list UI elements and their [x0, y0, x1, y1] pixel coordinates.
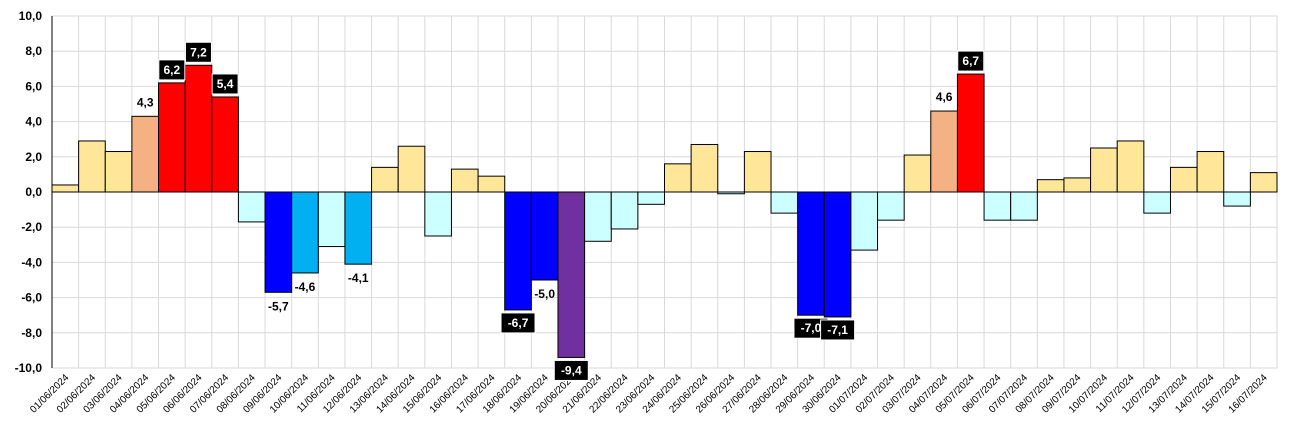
- bar: [104, 151, 133, 193]
- data-label: -9,4: [561, 363, 582, 377]
- bar: [78, 140, 106, 193]
- bar: [51, 184, 80, 193]
- data-label: 7,2: [190, 45, 207, 59]
- bars: [51, 64, 1278, 358]
- data-label-box: [211, 73, 239, 95]
- bar: [584, 191, 612, 242]
- bar: [1116, 140, 1145, 193]
- y-tick-label: 8,0: [25, 44, 42, 58]
- bar: [930, 110, 958, 193]
- y-tick-label: -6,0: [21, 291, 42, 305]
- data-label-box: [820, 319, 856, 341]
- data-label-box: [158, 59, 186, 81]
- bar: [850, 191, 879, 251]
- bar: [637, 191, 666, 205]
- bar: [1196, 151, 1225, 193]
- bar: [1010, 191, 1038, 221]
- bar: [1036, 179, 1065, 193]
- y-tick-label: 10,0: [19, 9, 43, 23]
- bar: [1223, 191, 1251, 207]
- bar: [397, 145, 426, 193]
- bar: [371, 166, 399, 193]
- bar: [530, 191, 559, 281]
- bar: [956, 73, 985, 193]
- y-tick-label: 6,0: [25, 79, 42, 93]
- y-tick-label: 2,0: [25, 150, 42, 164]
- data-label: 4,6: [936, 90, 953, 104]
- data-label-box: [500, 312, 536, 334]
- bar: [983, 191, 1012, 221]
- bar: [610, 191, 639, 230]
- y-tick-label: 4,0: [25, 115, 42, 129]
- bar: [450, 168, 479, 193]
- bar: [317, 191, 346, 248]
- bar: [477, 175, 506, 193]
- data-label: -7,0: [801, 321, 822, 335]
- bar: [504, 191, 532, 311]
- data-label: 6,7: [962, 54, 979, 68]
- bar: [158, 82, 186, 193]
- bar: [211, 96, 239, 193]
- data-label-box: [553, 359, 589, 381]
- data-label: -5,0: [534, 287, 555, 301]
- bar: [1249, 172, 1278, 193]
- y-tick-label: 0,0: [25, 185, 42, 199]
- bar: [877, 191, 905, 221]
- bar: [1063, 177, 1092, 193]
- y-tick-label: -4,0: [21, 255, 42, 269]
- bar: [1169, 166, 1198, 193]
- data-label-box: [184, 41, 212, 63]
- bar: [237, 191, 266, 223]
- y-tick-label: -8,0: [21, 326, 42, 340]
- data-label: 4,3: [137, 95, 154, 109]
- data-label-box: [957, 50, 985, 72]
- y-axis-ticks: 10,0 8,0 6,0 4,0 2,0 0,0 -2,0 -4,0 -6,0 -8,0 -10,0: [15, 9, 43, 375]
- bar: [291, 191, 319, 274]
- bar: [131, 115, 160, 193]
- bar: [1143, 191, 1171, 214]
- bar: [344, 191, 373, 265]
- data-label: 6,2: [163, 63, 180, 77]
- x-axis-ticks: 01/06/202402/06/202403/06/202404/06/2024…: [28, 372, 1270, 415]
- bar: [903, 154, 932, 193]
- bar: [823, 191, 852, 318]
- y-tick-label: -2,0: [21, 220, 42, 234]
- axes: [51, 16, 1277, 368]
- bar: [184, 64, 213, 193]
- data-label: -5,7: [268, 299, 289, 313]
- data-label: -6,7: [508, 316, 529, 330]
- bar: [690, 143, 719, 193]
- bar: [424, 191, 452, 237]
- bar: [743, 151, 772, 193]
- data-label: 5,4: [217, 77, 234, 91]
- bar: [797, 191, 825, 316]
- bar: [264, 191, 293, 293]
- bar: [1090, 147, 1118, 193]
- bar: [664, 163, 692, 193]
- data-label: -4,1: [348, 271, 369, 285]
- data-label: -4,6: [295, 280, 316, 294]
- data-label: -7,1: [827, 323, 848, 337]
- data-labels: 4,3 6,2 7,2 5,4 -5,7 -4,6 -4,1 -6,7 -5,0 -9,4 -7,0…: [137, 41, 985, 381]
- y-tick-label: -10,0: [15, 361, 43, 375]
- bar: [770, 191, 799, 214]
- bar: [557, 191, 586, 358]
